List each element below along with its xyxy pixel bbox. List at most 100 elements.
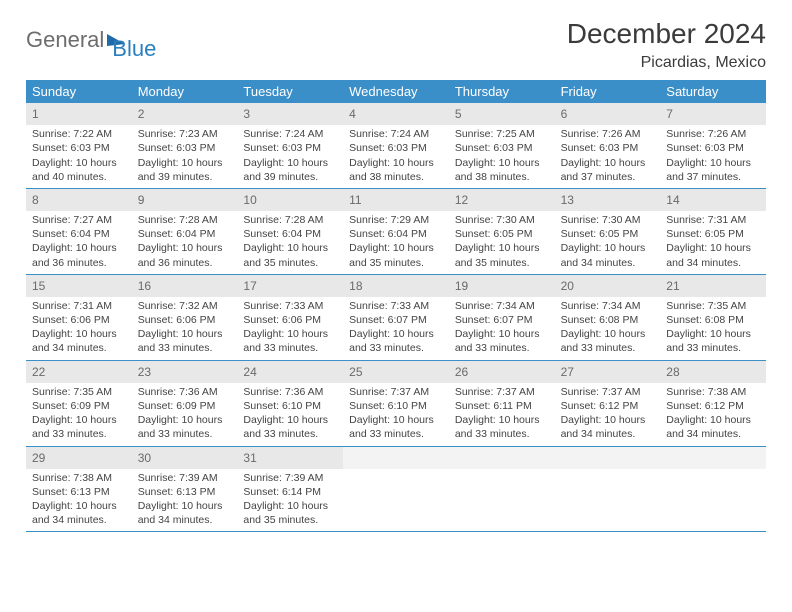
day-dl2: and 37 minutes. (666, 170, 760, 184)
day-sr: Sunrise: 7:31 AM (666, 213, 760, 227)
day-number: 29 (26, 447, 132, 469)
day-dl1: Daylight: 10 hours (561, 156, 655, 170)
day-sr: Sunrise: 7:36 AM (138, 385, 232, 399)
day-number: 2 (132, 103, 238, 125)
day-dl2: and 34 minutes. (32, 341, 126, 355)
day-ss: Sunset: 6:03 PM (138, 141, 232, 155)
month-title: December 2024 (567, 18, 766, 50)
calendar-grid: Sunday Monday Tuesday Wednesday Thursday… (26, 80, 766, 532)
weekday-wed: Wednesday (343, 80, 449, 103)
day-number: 11 (343, 189, 449, 211)
day-ss: Sunset: 6:03 PM (666, 141, 760, 155)
day-dl2: and 34 minutes. (138, 513, 232, 527)
day-ss: Sunset: 6:07 PM (455, 313, 549, 327)
day-number: 8 (26, 189, 132, 211)
day-dl1: Daylight: 10 hours (138, 156, 232, 170)
day-dl2: and 33 minutes. (455, 427, 549, 441)
day-number: 12 (449, 189, 555, 211)
day-body: Sunrise: 7:39 AMSunset: 6:14 PMDaylight:… (237, 469, 343, 532)
day-sr: Sunrise: 7:39 AM (243, 471, 337, 485)
day-ss: Sunset: 6:08 PM (666, 313, 760, 327)
day-cell: 3Sunrise: 7:24 AMSunset: 6:03 PMDaylight… (237, 103, 343, 188)
day-dl2: and 34 minutes. (666, 256, 760, 270)
day-dl2: and 40 minutes. (32, 170, 126, 184)
day-body: Sunrise: 7:23 AMSunset: 6:03 PMDaylight:… (132, 125, 238, 188)
day-body: Sunrise: 7:36 AMSunset: 6:09 PMDaylight:… (132, 383, 238, 446)
day-body: Sunrise: 7:28 AMSunset: 6:04 PMDaylight:… (132, 211, 238, 274)
day-number (343, 447, 449, 469)
day-body (555, 469, 661, 529)
day-cell: 13Sunrise: 7:30 AMSunset: 6:05 PMDayligh… (555, 189, 661, 274)
day-ss: Sunset: 6:08 PM (561, 313, 655, 327)
day-dl2: and 33 minutes. (349, 341, 443, 355)
day-dl2: and 35 minutes. (243, 513, 337, 527)
calendar-page: General Blue December 2024 Picardias, Me… (0, 0, 792, 542)
weekday-header-row: Sunday Monday Tuesday Wednesday Thursday… (26, 80, 766, 103)
day-cell: 26Sunrise: 7:37 AMSunset: 6:11 PMDayligh… (449, 361, 555, 446)
day-ss: Sunset: 6:06 PM (138, 313, 232, 327)
day-dl1: Daylight: 10 hours (243, 156, 337, 170)
day-number (660, 447, 766, 469)
day-body: Sunrise: 7:29 AMSunset: 6:04 PMDaylight:… (343, 211, 449, 274)
day-dl2: and 39 minutes. (138, 170, 232, 184)
day-ss: Sunset: 6:11 PM (455, 399, 549, 413)
day-ss: Sunset: 6:03 PM (32, 141, 126, 155)
day-cell: 20Sunrise: 7:34 AMSunset: 6:08 PMDayligh… (555, 275, 661, 360)
day-ss: Sunset: 6:03 PM (349, 141, 443, 155)
day-cell (660, 447, 766, 532)
day-sr: Sunrise: 7:35 AM (666, 299, 760, 313)
day-dl1: Daylight: 10 hours (32, 413, 126, 427)
weekday-fri: Friday (555, 80, 661, 103)
day-number: 6 (555, 103, 661, 125)
day-dl2: and 38 minutes. (349, 170, 443, 184)
day-number: 7 (660, 103, 766, 125)
day-body: Sunrise: 7:31 AMSunset: 6:05 PMDaylight:… (660, 211, 766, 274)
weekday-sat: Saturday (660, 80, 766, 103)
day-sr: Sunrise: 7:27 AM (32, 213, 126, 227)
day-dl1: Daylight: 10 hours (561, 241, 655, 255)
day-cell: 29Sunrise: 7:38 AMSunset: 6:13 PMDayligh… (26, 447, 132, 532)
day-dl1: Daylight: 10 hours (32, 327, 126, 341)
day-body: Sunrise: 7:25 AMSunset: 6:03 PMDaylight:… (449, 125, 555, 188)
day-ss: Sunset: 6:07 PM (349, 313, 443, 327)
day-body: Sunrise: 7:37 AMSunset: 6:10 PMDaylight:… (343, 383, 449, 446)
day-ss: Sunset: 6:05 PM (455, 227, 549, 241)
day-dl2: and 34 minutes. (666, 427, 760, 441)
day-cell (555, 447, 661, 532)
day-number: 14 (660, 189, 766, 211)
day-cell: 5Sunrise: 7:25 AMSunset: 6:03 PMDaylight… (449, 103, 555, 188)
day-dl1: Daylight: 10 hours (561, 413, 655, 427)
page-header: General Blue December 2024 Picardias, Me… (26, 18, 766, 72)
day-number: 28 (660, 361, 766, 383)
title-block: December 2024 Picardias, Mexico (567, 18, 766, 72)
day-dl2: and 33 minutes. (666, 341, 760, 355)
day-number: 18 (343, 275, 449, 297)
day-dl2: and 35 minutes. (349, 256, 443, 270)
day-cell: 27Sunrise: 7:37 AMSunset: 6:12 PMDayligh… (555, 361, 661, 446)
day-cell: 12Sunrise: 7:30 AMSunset: 6:05 PMDayligh… (449, 189, 555, 274)
day-dl1: Daylight: 10 hours (455, 156, 549, 170)
day-body: Sunrise: 7:24 AMSunset: 6:03 PMDaylight:… (343, 125, 449, 188)
day-number: 5 (449, 103, 555, 125)
day-dl1: Daylight: 10 hours (666, 413, 760, 427)
day-body: Sunrise: 7:32 AMSunset: 6:06 PMDaylight:… (132, 297, 238, 360)
day-ss: Sunset: 6:13 PM (138, 485, 232, 499)
day-dl1: Daylight: 10 hours (349, 241, 443, 255)
day-ss: Sunset: 6:10 PM (243, 399, 337, 413)
day-number: 13 (555, 189, 661, 211)
day-dl2: and 34 minutes. (561, 427, 655, 441)
day-sr: Sunrise: 7:32 AM (138, 299, 232, 313)
day-sr: Sunrise: 7:34 AM (455, 299, 549, 313)
day-cell: 1Sunrise: 7:22 AMSunset: 6:03 PMDaylight… (26, 103, 132, 188)
day-dl1: Daylight: 10 hours (138, 241, 232, 255)
day-cell: 25Sunrise: 7:37 AMSunset: 6:10 PMDayligh… (343, 361, 449, 446)
day-body: Sunrise: 7:24 AMSunset: 6:03 PMDaylight:… (237, 125, 343, 188)
day-cell: 23Sunrise: 7:36 AMSunset: 6:09 PMDayligh… (132, 361, 238, 446)
day-ss: Sunset: 6:06 PM (243, 313, 337, 327)
day-sr: Sunrise: 7:23 AM (138, 127, 232, 141)
day-dl1: Daylight: 10 hours (138, 327, 232, 341)
day-ss: Sunset: 6:05 PM (561, 227, 655, 241)
day-dl2: and 33 minutes. (349, 427, 443, 441)
week-row: 15Sunrise: 7:31 AMSunset: 6:06 PMDayligh… (26, 275, 766, 361)
day-ss: Sunset: 6:06 PM (32, 313, 126, 327)
